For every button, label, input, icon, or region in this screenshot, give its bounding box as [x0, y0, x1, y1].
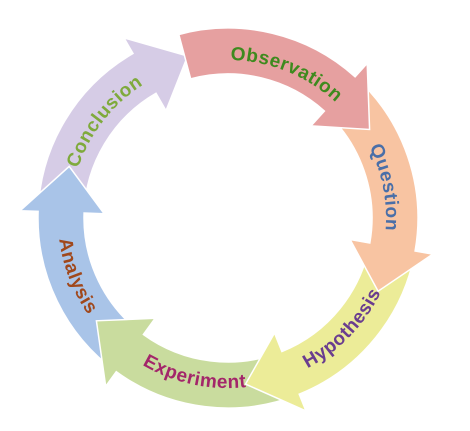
hypothesis-arrow — [244, 242, 416, 413]
conclusion-arrow — [37, 36, 189, 214]
observation-arrow — [177, 27, 371, 131]
question-arrow — [323, 75, 435, 293]
cycle-arrows — [18, 27, 435, 413]
